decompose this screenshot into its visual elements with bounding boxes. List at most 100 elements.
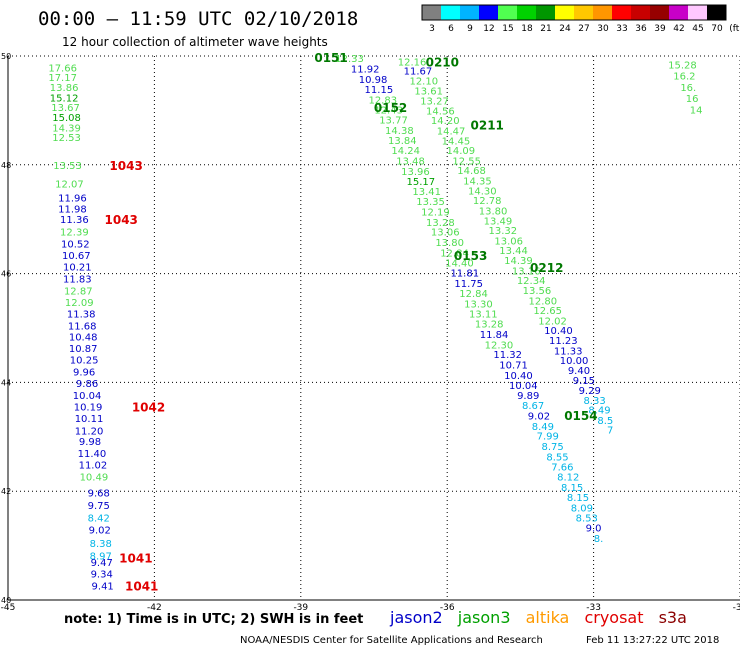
wave-height-label: 12.43 (374, 105, 403, 116)
wave-height-label: 11.84 (480, 330, 509, 341)
scale-swatch (631, 5, 650, 20)
x-tick-label: -36 (440, 603, 455, 613)
wave-height-label: 13.80 (479, 206, 508, 217)
scale-label: 9 (467, 24, 473, 34)
pass-time-label: 0152 (374, 101, 407, 115)
legend-jason2: jason2 (390, 608, 443, 627)
wave-height-label: 8.75 (541, 442, 563, 453)
wave-height-label: 11.40 (78, 449, 107, 460)
scale-border (421, 4, 727, 21)
pass-time-label: 0210 (426, 55, 459, 69)
wave-height-label: 11.83 (63, 274, 92, 285)
wave-height-label: 16. (680, 83, 696, 94)
scale-swatch (688, 5, 707, 20)
wave-height-label: 11.32 (493, 350, 522, 361)
wave-height-label: 12.78 (473, 196, 502, 207)
legend-jason3: jason3 (457, 608, 511, 627)
wave-height-label: 9.02 (89, 525, 111, 536)
wave-height-label: 9.68 (88, 488, 110, 499)
footer-org: NOAA/NESDIS Center for Satellite Applica… (240, 635, 543, 646)
scale-label: 30 (597, 24, 609, 34)
pass-time-label: 0211 (471, 119, 504, 133)
pass-time-label: 1041 (125, 579, 158, 593)
wave-height-label: 12.84 (440, 248, 469, 259)
wave-height-label: 10.00 (560, 356, 589, 367)
wave-height-label: 14.24 (391, 146, 420, 157)
scale-label: 6 (448, 24, 454, 34)
legend-cryosat: cryosat (584, 608, 644, 627)
wave-height-label: 10.25 (70, 356, 99, 367)
wave-height-label: 13.67 (51, 103, 80, 114)
wave-height-label: 17.66 (48, 63, 77, 74)
wave-height-label: 13.35 (416, 197, 445, 208)
wave-height-label: 11.68 (68, 321, 97, 332)
legend-altika: altika (525, 608, 570, 627)
wave-height-label: 15.28 (668, 61, 697, 72)
scale-swatch (536, 5, 555, 20)
wave-height-label: 8.55 (546, 452, 568, 463)
wave-height-label: 14.38 (385, 126, 414, 137)
wave-height-label: 14.47 (437, 127, 466, 138)
scale-swatch (707, 5, 726, 20)
chart-subtitle: 12 hour collection of altimeter wave hei… (62, 35, 328, 49)
wave-height-label: 10.48 (69, 333, 98, 344)
wave-height-label: 11.67 (404, 67, 433, 78)
legend-s3a: s3a (658, 608, 687, 627)
y-tick-label: 48 (1, 161, 11, 170)
scale-label: 18 (521, 24, 533, 34)
wave-height-label: 14.39 (52, 123, 81, 134)
wave-height-label: 8.42 (88, 513, 110, 524)
scale-swatch (612, 5, 631, 20)
wave-height-label: 16.2 (673, 72, 695, 83)
wave-height-label: 9.15 (573, 376, 595, 387)
wave-height-label: 14.68 (457, 166, 486, 177)
footer: NOAA/NESDIS Center for Satellite Applica… (240, 635, 740, 646)
plot-area: -45 -42 -39 -36 -33 -30 40 42 44 46 48 50 17.6617.17… (1, 51, 740, 613)
wave-height-label: 10.87 (69, 344, 98, 355)
wave-height-label: 12.30 (485, 340, 514, 351)
wave-height-label: 10.98 (359, 75, 388, 86)
wave-height-label: 13.84 (388, 136, 417, 147)
wave-height-label: 12.80 (529, 296, 558, 307)
wave-height-label: 14 (690, 105, 703, 116)
wave-height-label: 13.06 (494, 236, 523, 247)
wave-height-label: 13.28 (475, 320, 504, 331)
wave-height-label: 12.10 (409, 76, 438, 87)
wave-height-label: 7.99 (537, 432, 559, 443)
wave-height-label: 14.39 (504, 256, 533, 267)
wave-height-label: 14.20 (431, 116, 460, 127)
wave-height-label: 14.40 (445, 259, 474, 270)
wave-height-label: 16 (686, 94, 699, 105)
wave-height-label: 14.30 (468, 186, 497, 197)
wave-height-label: 11.20 (75, 426, 104, 437)
wave-height-label: 15.08 (52, 113, 81, 124)
wave-height-label: 8.12 (557, 473, 579, 484)
wave-height-label: 8.33 (583, 396, 605, 407)
chart-title: 00:00 – 11:59 UTC 02/10/2018 (38, 8, 359, 30)
wave-height-label: 10.04 (73, 391, 102, 402)
wave-height-label: 12.19 (421, 208, 450, 219)
wave-height-label: 13.16 (512, 266, 541, 277)
pass-time-label: 0151 (314, 51, 347, 65)
wave-height-label: 12.39 (60, 228, 89, 239)
wave-height-label: 14.35 (463, 177, 492, 188)
wave-height-label: 8.97 (90, 551, 112, 562)
wave-height-label: 10.19 (74, 402, 103, 413)
wave-height-label: 11.33 (554, 346, 583, 357)
scale-swatch (593, 5, 612, 20)
wave-height-label: 8.49 (588, 406, 610, 417)
wave-height-label: 9.40 (568, 366, 590, 377)
wave-height-label: 11.92 (351, 65, 380, 76)
wave-height-label: 8.09 (571, 504, 593, 515)
footer-timestamp: Feb 11 13:27:22 UTC 2018 (586, 635, 720, 646)
y-tick-label: 40 (1, 596, 11, 605)
wave-height-label: 12.07 (55, 179, 84, 190)
wave-height-label: 9.86 (76, 379, 98, 390)
scale-label: (ft) (729, 24, 740, 34)
wave-height-label: 9.98 (79, 437, 101, 448)
scale-swatch (460, 5, 479, 20)
wave-height-label: 13.28 (426, 218, 455, 229)
wave-height-label: 11.38 (67, 309, 96, 320)
x-tick-label: -39 (293, 603, 308, 613)
scale-label: 27 (578, 24, 589, 34)
